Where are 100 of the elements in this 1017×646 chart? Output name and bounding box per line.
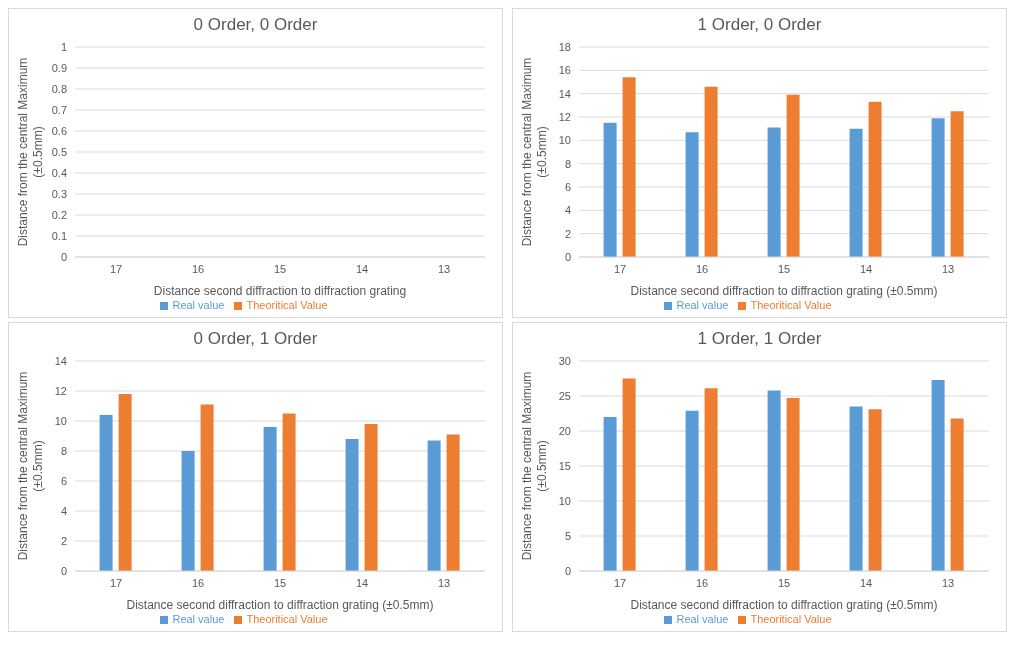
x-tick-label: 15 [273, 576, 287, 589]
x-tick-label: 17 [613, 576, 627, 589]
y-tick-label: 0 [60, 250, 67, 263]
y-tick-label: 4 [60, 504, 67, 517]
x-tick-label: 15 [777, 262, 791, 275]
bar [118, 394, 132, 571]
x-tick-label: 13 [437, 576, 451, 589]
y-tick-label: 2 [564, 227, 571, 240]
bar [345, 439, 359, 571]
y-tick-label: 18 [558, 40, 571, 53]
x-tick-label: 15 [273, 262, 287, 275]
y-tick-label: 1 [60, 40, 67, 53]
bar [767, 390, 781, 571]
y-tick-label: 0.2 [51, 208, 67, 221]
y-axis-title: Distance from the central Maximum (±0.5mm) [520, 371, 549, 561]
bar [603, 122, 617, 257]
bar [849, 406, 863, 571]
bar [704, 388, 718, 571]
x-axis-title: Distance second diffraction to diffraction grating (±0.5mm) [630, 598, 938, 612]
bar [786, 398, 800, 571]
bar [622, 378, 636, 571]
y-tick-label: 14 [558, 87, 571, 100]
x-tick-label: 16 [695, 262, 709, 275]
y-tick-label: 0.7 [51, 103, 67, 116]
x-tick-label: 16 [695, 576, 709, 589]
bar [931, 379, 945, 571]
x-tick-label: 17 [613, 262, 627, 275]
y-tick-label: 16 [558, 64, 571, 77]
legend-label: Real value [676, 613, 729, 625]
bar [603, 417, 617, 571]
y-tick-label: 8 [60, 444, 67, 457]
y-tick-label: 0.8 [51, 82, 67, 95]
legend-label: Theoritical Value [246, 613, 328, 625]
y-tick-label: 0 [60, 564, 67, 577]
bar [181, 451, 195, 571]
legend-label: Theoritical Value [750, 613, 832, 625]
bar [282, 413, 296, 571]
y-tick-label: 4 [564, 204, 571, 217]
x-tick-label: 15 [777, 576, 791, 589]
chart-title: 1 Order, 0 Order [696, 15, 823, 36]
x-tick-label: 17 [109, 576, 123, 589]
y-tick-label: 15 [558, 459, 571, 472]
x-tick-label: 17 [109, 262, 123, 275]
legend-label: Theoritical Value [750, 299, 832, 311]
bar [685, 132, 699, 257]
y-tick-label: 5 [564, 529, 571, 542]
bar [950, 418, 964, 571]
x-tick-label: 16 [191, 576, 205, 589]
y-tick-label: 0.9 [51, 61, 67, 74]
bar [99, 415, 113, 571]
y-tick-label: 0.3 [51, 187, 67, 200]
y-tick-label: 0 [564, 250, 571, 263]
y-tick-label: 0 [564, 564, 571, 577]
bar [427, 440, 441, 571]
x-axis-title: Distance second diffraction to diffraction grating (±0.5mm) [630, 284, 938, 298]
y-axis-title: Distance from the central Maximum (±0.5mm) [16, 57, 45, 247]
legend-label: Real value [676, 299, 729, 311]
y-tick-label: 2 [60, 534, 67, 547]
x-tick-label: 14 [859, 262, 873, 275]
bar [622, 77, 636, 257]
legend-label: Theoritical Value [246, 299, 328, 311]
y-tick-label: 10 [558, 494, 571, 507]
bar [364, 424, 378, 571]
y-tick-label: 0.4 [51, 166, 67, 179]
y-tick-label: 14 [54, 354, 67, 367]
bar [685, 410, 699, 571]
y-tick-label: 10 [54, 414, 67, 427]
x-tick-label: 13 [941, 262, 955, 275]
x-tick-label: 14 [355, 576, 369, 589]
x-tick-label: 16 [191, 262, 205, 275]
legend-label: Real value [172, 299, 225, 311]
bar [868, 409, 882, 571]
x-tick-label: 14 [859, 576, 873, 589]
bar [931, 118, 945, 257]
y-tick-label: 30 [558, 354, 571, 367]
bar [786, 94, 800, 257]
y-tick-label: 6 [564, 180, 571, 193]
bar [263, 427, 277, 571]
x-tick-label: 14 [355, 262, 369, 275]
x-axis-title: Distance second diffraction to diffraction grating (±0.5mm) [126, 598, 434, 612]
chart-title: 0 Order, 1 Order [192, 329, 319, 350]
y-axis-title: Distance from the central Maximum (±0.5mm) [520, 57, 549, 247]
x-axis-title: Distance second diffraction to diffraction grating [153, 284, 407, 298]
y-tick-label: 0.6 [51, 124, 67, 137]
bar [200, 404, 214, 571]
y-tick-label: 12 [54, 384, 67, 397]
y-tick-label: 0.5 [51, 145, 67, 158]
y-tick-label: 0.1 [51, 229, 67, 242]
y-tick-label: 8 [564, 157, 571, 170]
y-tick-label: 10 [558, 134, 571, 147]
y-tick-label: 25 [558, 389, 571, 402]
y-tick-label: 20 [558, 424, 571, 437]
chart-title: 0 Order, 0 Order [192, 15, 319, 36]
y-tick-label: 6 [60, 474, 67, 487]
y-axis-title: Distance from the central Maximum (±0.5mm) [16, 371, 45, 561]
bar [446, 434, 460, 571]
legend-label: Real value [172, 613, 225, 625]
bar [849, 128, 863, 257]
bar [767, 127, 781, 257]
chart-title: 1 Order, 1 Order [696, 329, 823, 350]
